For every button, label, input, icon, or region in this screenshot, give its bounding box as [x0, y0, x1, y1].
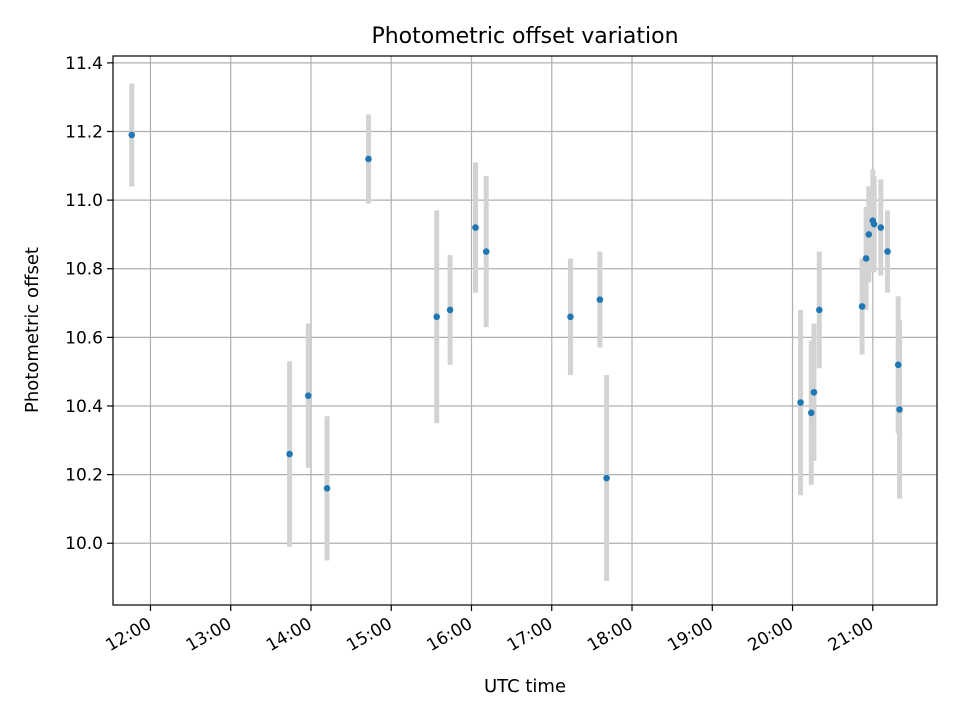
y-tick-label: 11.0 [65, 191, 103, 211]
point-layer [128, 131, 903, 492]
data-point [894, 361, 902, 369]
y-tick-label: 10.6 [65, 328, 103, 348]
data-point [603, 474, 610, 482]
data-point [896, 406, 903, 413]
data-point [877, 224, 885, 231]
data-point [815, 306, 823, 314]
data-point [870, 220, 878, 228]
chart-title: Photometric offset variation [371, 24, 678, 49]
data-point [596, 296, 604, 303]
data-point [865, 231, 873, 238]
y-tick-label: 10.8 [65, 260, 103, 280]
y-tick-label: 10.4 [65, 397, 103, 417]
data-point [810, 388, 818, 396]
data-point [323, 485, 331, 492]
data-point [365, 155, 372, 163]
y-tick-label: 11.2 [65, 122, 103, 142]
y-axis-ticks: 10.0 10.2 10.4 10.6 10.8 11.0 11.2 11.4 [65, 54, 113, 554]
data-point [446, 306, 454, 314]
y-axis-label: Photometric offset [22, 247, 43, 413]
data-point [482, 248, 490, 255]
data-point [128, 131, 136, 139]
data-point [797, 399, 804, 406]
data-point [567, 313, 574, 321]
x-axis-label: UTC time [484, 676, 566, 697]
y-tick-label: 10.2 [65, 466, 103, 486]
y-tick-label: 11.4 [65, 54, 103, 74]
data-point [807, 409, 815, 417]
grid-layer [113, 56, 937, 605]
y-tick-label: 10.0 [65, 534, 103, 554]
data-point [433, 313, 441, 321]
data-point [862, 255, 870, 262]
data-point [304, 392, 312, 399]
data-point [286, 450, 293, 458]
data-point [472, 224, 479, 231]
data-point [858, 303, 866, 310]
data-point [884, 248, 891, 255]
plot-frame [112, 55, 938, 606]
